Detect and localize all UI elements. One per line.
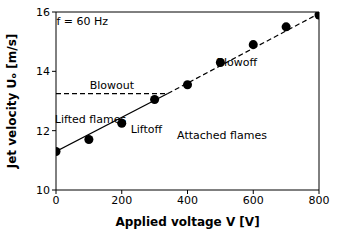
svg-text:Liftoff: Liftoff: [131, 123, 163, 136]
svg-text:0: 0: [53, 194, 60, 207]
svg-text:800: 800: [309, 194, 330, 207]
svg-text:16: 16: [36, 6, 50, 19]
svg-text:600: 600: [243, 194, 264, 207]
svg-text:200: 200: [111, 194, 132, 207]
svg-text:Lifted flames: Lifted flames: [55, 113, 127, 126]
svg-text:12: 12: [36, 125, 50, 138]
svg-text:Jet velocity Uₒ [m/s]: Jet velocity Uₒ [m/s]: [8, 34, 19, 170]
svg-text:Applied voltage V [V]: Applied voltage V [V]: [115, 215, 259, 229]
svg-text:f = 60 Hz: f = 60 Hz: [56, 15, 108, 28]
svg-text:400: 400: [177, 194, 198, 207]
svg-text:Blowoff: Blowoff: [216, 56, 257, 69]
svg-text:14: 14: [36, 65, 50, 78]
svg-text:Blowout: Blowout: [90, 79, 135, 92]
svg-text:Attached flames: Attached flames: [177, 129, 267, 142]
svg-text:10: 10: [36, 184, 50, 197]
